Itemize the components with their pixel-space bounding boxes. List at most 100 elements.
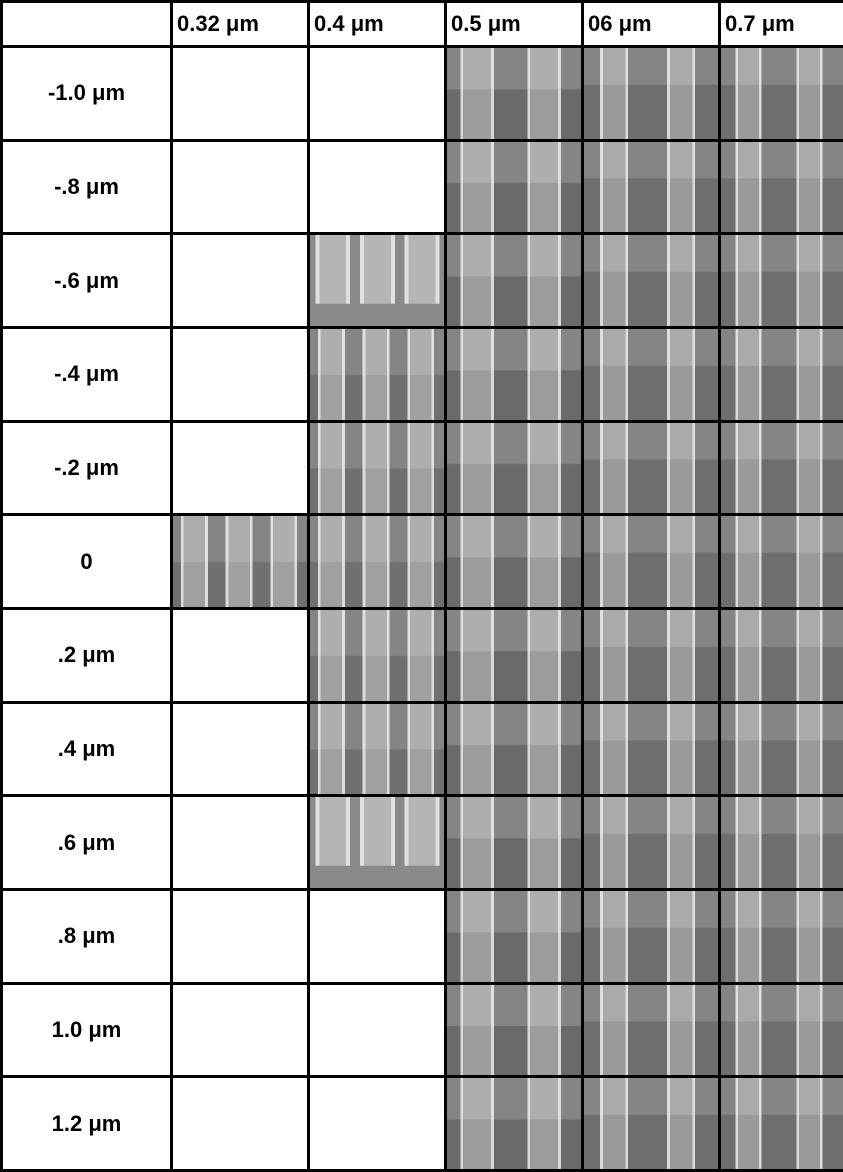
image-cell [447, 423, 581, 514]
row-label: -.4 μm [3, 329, 170, 420]
sem-table: 0.32 μm 0.4 μm 0.5 μm 06 μm 0.7 μm -1.0 … [0, 0, 843, 1172]
image-cell [721, 235, 843, 326]
image-cell [447, 1078, 581, 1169]
image-cell [584, 985, 718, 1076]
image-cell [584, 329, 718, 420]
image-cell [310, 235, 444, 326]
image-cell [721, 1078, 843, 1169]
corner-cell [3, 3, 170, 45]
image-cell [584, 704, 718, 795]
image-cell [584, 797, 718, 888]
image-cell [721, 891, 843, 982]
sem-image [721, 235, 843, 326]
sem-image [310, 329, 444, 420]
sem-image [721, 704, 843, 795]
image-cell [310, 610, 444, 701]
image-cell [310, 423, 444, 514]
image-cell [173, 704, 307, 795]
image-cell [310, 704, 444, 795]
image-cell [173, 797, 307, 888]
image-cell [447, 985, 581, 1076]
sem-image [721, 423, 843, 514]
image-cell [173, 48, 307, 139]
image-cell [447, 235, 581, 326]
image-cell [584, 423, 718, 514]
column-header: 0.5 μm [447, 3, 581, 45]
image-cell [584, 516, 718, 607]
sem-image [447, 423, 581, 514]
sem-image [584, 516, 718, 607]
column-header: 0.7 μm [721, 3, 843, 45]
sem-image [310, 235, 444, 326]
sem-image [447, 704, 581, 795]
image-cell [310, 142, 444, 233]
image-cell [310, 797, 444, 888]
sem-image [447, 985, 581, 1076]
image-cell [310, 985, 444, 1076]
image-cell [584, 142, 718, 233]
image-cell [173, 1078, 307, 1169]
column-header: 0.4 μm [310, 3, 444, 45]
image-cell [447, 516, 581, 607]
sem-image [721, 610, 843, 701]
sem-image [447, 329, 581, 420]
image-cell [721, 610, 843, 701]
image-cell [721, 48, 843, 139]
image-cell [721, 704, 843, 795]
image-cell [447, 704, 581, 795]
image-cell [173, 329, 307, 420]
sem-image [721, 516, 843, 607]
image-cell [584, 1078, 718, 1169]
sem-image [721, 329, 843, 420]
image-cell [310, 891, 444, 982]
image-cell [447, 48, 581, 139]
sem-image [447, 610, 581, 701]
row-label: .6 μm [3, 797, 170, 888]
sem-image [310, 423, 444, 514]
sem-image [721, 797, 843, 888]
sem-image [584, 891, 718, 982]
image-cell [584, 891, 718, 982]
row-label: -1.0 μm [3, 48, 170, 139]
sem-image [584, 797, 718, 888]
sem-image [447, 48, 581, 139]
sem-image [584, 48, 718, 139]
image-cell [173, 891, 307, 982]
image-cell [310, 48, 444, 139]
sem-image [447, 797, 581, 888]
image-cell [310, 1078, 444, 1169]
sem-image [584, 985, 718, 1076]
sem-image [584, 423, 718, 514]
row-label: .2 μm [3, 610, 170, 701]
image-cell [173, 235, 307, 326]
image-cell [173, 610, 307, 701]
sem-image [173, 516, 307, 607]
image-cell [173, 985, 307, 1076]
sem-image [584, 142, 718, 233]
sem-image [447, 516, 581, 607]
image-cell [173, 516, 307, 607]
row-label: -.8 μm [3, 142, 170, 233]
sem-image [447, 891, 581, 982]
image-cell [173, 423, 307, 514]
sem-image [721, 891, 843, 982]
column-header: 06 μm [584, 3, 718, 45]
image-cell [721, 516, 843, 607]
row-label: 1.2 μm [3, 1078, 170, 1169]
row-label: -.6 μm [3, 235, 170, 326]
row-label: .8 μm [3, 891, 170, 982]
image-cell [584, 235, 718, 326]
sem-image [310, 610, 444, 701]
sem-image [310, 516, 444, 607]
sem-image [721, 985, 843, 1076]
sem-image [721, 142, 843, 233]
image-cell [721, 797, 843, 888]
sem-image [584, 610, 718, 701]
image-cell [721, 423, 843, 514]
sem-image [584, 329, 718, 420]
row-label: -.2 μm [3, 423, 170, 514]
sem-image [721, 1078, 843, 1169]
image-cell [447, 891, 581, 982]
sem-image [310, 704, 444, 795]
image-cell [721, 142, 843, 233]
